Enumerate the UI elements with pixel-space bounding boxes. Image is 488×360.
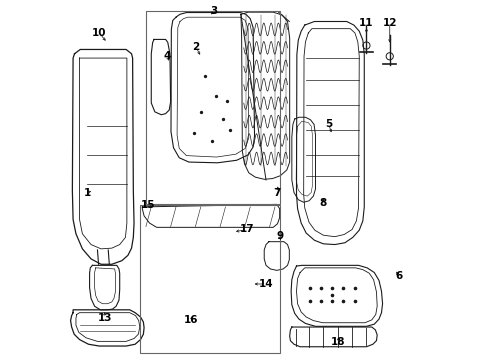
Text: 15: 15 [141, 200, 155, 210]
Text: 16: 16 [183, 315, 198, 325]
Text: 13: 13 [97, 313, 112, 323]
Text: 11: 11 [359, 18, 373, 28]
Text: 12: 12 [382, 18, 396, 28]
Text: 3: 3 [210, 6, 217, 16]
Text: 8: 8 [319, 198, 326, 208]
Bar [140, 205, 279, 353]
Text: 7: 7 [272, 188, 280, 198]
Text: 2: 2 [192, 42, 199, 52]
Text: 14: 14 [258, 279, 273, 289]
Text: 18: 18 [330, 337, 345, 347]
Bar [146, 12, 279, 204]
Text: 6: 6 [394, 271, 402, 281]
Text: 5: 5 [325, 120, 332, 129]
Text: 1: 1 [83, 188, 91, 198]
Text: 9: 9 [276, 231, 284, 240]
Text: 4: 4 [163, 51, 171, 61]
Text: 10: 10 [92, 28, 106, 38]
Text: 17: 17 [240, 225, 254, 234]
